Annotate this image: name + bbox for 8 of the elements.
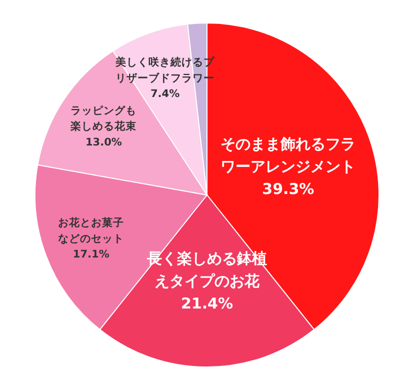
data-label: 13.0% <box>85 136 122 148</box>
slice-label: そのまま飾れるフラワーアレンジメント <box>220 135 356 176</box>
data-label: 17.1% <box>72 248 110 261</box>
data-label: 21.4% <box>180 294 234 312</box>
slice-label: お花とお菓子などのセット <box>58 216 124 245</box>
data-label: 7.4% <box>150 88 180 100</box>
slice-label: ラッピングも楽しめる花束 <box>70 104 137 133</box>
data-label: 39.3% <box>262 180 314 198</box>
